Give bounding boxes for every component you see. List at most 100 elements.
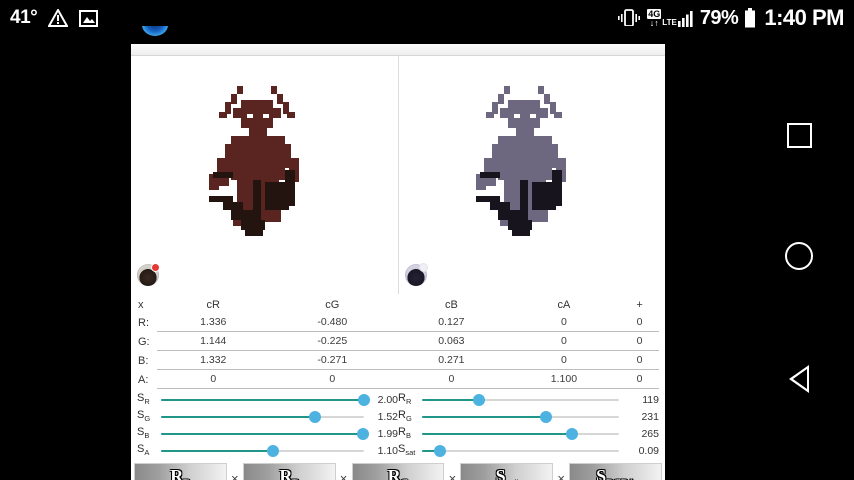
matrix-field-g-cr[interactable]: 1.144 <box>157 331 270 351</box>
slider-scale-a[interactable]: SA 1.10 <box>137 443 398 457</box>
slider-value-range-r: 119 <box>642 393 659 406</box>
avatar[interactable] <box>137 263 160 286</box>
matrix-field-b-cg[interactable]: -0.271 <box>269 350 396 370</box>
slider-label-range-r: RR <box>398 392 412 407</box>
table-row: G: 1.144 -0.225 0.063 0 0 <box>137 331 659 351</box>
matrix-field-b-offset[interactable]: 0 <box>620 350 659 370</box>
app-bar-strip <box>131 44 665 56</box>
op-button-srgba[interactable]: SRGBA <box>569 463 662 480</box>
recents-square-icon[interactable] <box>786 123 812 149</box>
slider-thumb[interactable] <box>356 427 369 440</box>
slider-value-scale-a: 1.10 <box>377 444 398 457</box>
op-button-rb[interactable]: RB <box>242 463 336 480</box>
matrix-field-g-offset[interactable]: 0 <box>620 331 659 351</box>
vibrate-icon <box>617 9 641 27</box>
slider-saturation[interactable]: Ssat 0.09 <box>398 443 659 457</box>
slider-panel: SR 2.00 RR 119 <box>131 389 665 459</box>
slider-range-b[interactable]: RB 265 <box>398 426 659 440</box>
source-preview[interactable] <box>131 56 398 294</box>
matrix-field-a-cg[interactable]: 0 <box>269 369 396 389</box>
matrix-field-r-cr[interactable]: 1.336 <box>157 313 270 332</box>
op-button-srgba-label: SRGBA <box>596 465 635 480</box>
slider-value-scale-b: 1.99 <box>377 427 398 440</box>
slider-thumb[interactable] <box>473 393 486 406</box>
op-button-rr-label: RR <box>170 465 190 480</box>
result-preview[interactable] <box>398 56 665 294</box>
slider-thumb[interactable] <box>540 410 553 423</box>
slider-range-g[interactable]: RG 231 <box>398 409 659 423</box>
clock: 1:40 PM <box>764 5 844 30</box>
column-header-x: x <box>138 299 144 311</box>
slider-label-scale-r: SR <box>137 392 150 407</box>
battery-icon <box>744 8 756 28</box>
slider-range-r[interactable]: RR 119 <box>398 392 659 406</box>
slider-track-saturation[interactable] <box>422 444 619 458</box>
home-circle-icon[interactable] <box>785 242 813 271</box>
slider-scale-b[interactable]: SB 1.99 <box>137 426 398 440</box>
slider-label-scale-a: SA <box>137 443 150 458</box>
slider-thumb[interactable] <box>358 393 370 406</box>
slider-track-scale-g[interactable] <box>161 410 364 424</box>
op-button-rr[interactable]: RR <box>134 463 227 480</box>
row-label-a: A: <box>138 374 149 386</box>
slider-thumb[interactable] <box>565 427 578 440</box>
network-sub-label: LTE <box>662 18 677 27</box>
slider-row: SB 1.99 RB 265 <box>137 425 659 442</box>
slider-value-range-g: 231 <box>641 410 659 423</box>
slider-fill <box>161 432 363 435</box>
slider-thumb[interactable] <box>309 410 322 423</box>
status-bar-left: 41° <box>10 7 99 29</box>
matrix-field-b-ca[interactable]: 0 <box>507 350 621 370</box>
slider-track-range-b[interactable] <box>422 427 619 441</box>
slider-row: SG 1.52 RG 231 <box>137 408 659 425</box>
slider-track-scale-b[interactable] <box>161 427 369 441</box>
matrix-field-g-ca[interactable]: 0 <box>507 331 621 351</box>
table-row: R: 1.336 -0.480 0.127 0 0 <box>137 313 659 332</box>
row-label-g: G: <box>138 336 150 348</box>
slider-thumb[interactable] <box>266 444 279 457</box>
matrix-field-a-cr[interactable]: 0 <box>157 369 270 389</box>
slider-track-scale-a[interactable] <box>161 444 364 458</box>
matrix-field-b-cb[interactable]: 0.271 <box>395 350 508 370</box>
matrix-field-g-cg[interactable]: -0.225 <box>269 331 396 351</box>
slider-label-scale-g: SG <box>137 409 151 424</box>
slider-value-scale-r: 2.00 <box>377 393 398 406</box>
op-button-ssat[interactable]: Ssat <box>460 463 554 480</box>
matrix-field-g-cb[interactable]: 0.063 <box>395 331 508 351</box>
matrix-field-a-cb[interactable]: 0 <box>395 369 508 389</box>
slider-value-saturation: 0.09 <box>638 444 659 457</box>
matrix-field-r-cg[interactable]: -0.480 <box>269 313 396 332</box>
slider-fill <box>422 415 547 418</box>
app-bar <box>131 26 665 44</box>
back-triangle-icon[interactable] <box>789 364 809 393</box>
op-button-ssat-label: Ssat <box>495 465 518 480</box>
slider-track-range-g[interactable] <box>422 410 619 424</box>
slider-scale-g[interactable]: SG 1.52 <box>137 409 398 423</box>
slider-track-scale-r[interactable] <box>161 393 370 407</box>
slider-fill <box>161 415 316 418</box>
op-button-rg[interactable]: RG <box>351 463 445 480</box>
slider-label-scale-b: SB <box>137 426 150 441</box>
slider-scale-r[interactable]: SR 2.00 <box>137 392 398 406</box>
source-sprite-image <box>208 86 299 236</box>
matrix-field-r-ca[interactable]: 0 <box>507 313 621 332</box>
matrix-field-r-offset[interactable]: 0 <box>620 313 659 332</box>
avatar[interactable] <box>405 263 428 286</box>
multiply-icon: × <box>231 470 239 480</box>
slider-value-scale-g: 1.52 <box>377 410 398 423</box>
slider-label-range-b: RB <box>398 426 411 441</box>
matrix-field-b-cr[interactable]: 1.332 <box>157 350 270 370</box>
network-indicator: 4G ↓↑ LTE <box>647 9 694 28</box>
network-type-label: 4G <box>647 9 662 19</box>
slider-value-range-b: 265 <box>641 427 659 440</box>
battery-percent: 79% <box>699 6 739 29</box>
slider-track-range-r[interactable] <box>422 393 619 407</box>
matrix-field-a-offset[interactable]: 0 <box>620 369 659 389</box>
multiply-icon: × <box>448 470 457 480</box>
matrix-field-r-cb[interactable]: 0.127 <box>395 313 508 332</box>
app-logo-icon <box>142 26 168 36</box>
matrix-field-a-ca[interactable]: 1.100 <box>507 369 621 389</box>
slider-thumb[interactable] <box>433 444 446 457</box>
notification-badge <box>151 263 160 272</box>
